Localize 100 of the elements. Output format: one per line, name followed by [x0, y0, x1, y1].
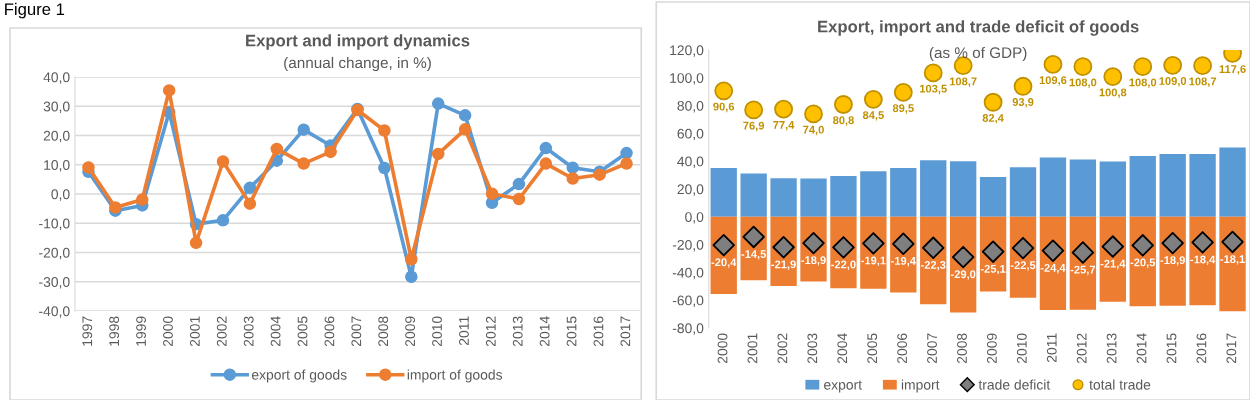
x-tick-label: 2003 — [243, 316, 254, 347]
x-tick-label: 2014 — [1136, 333, 1147, 364]
y-tick-label: 40,0 — [677, 156, 704, 169]
x-tick-label: 1999 — [136, 316, 146, 346]
data-label: -18,4 — [1190, 255, 1216, 266]
x-tick-label: 2000 — [163, 316, 173, 347]
y-tick-label: -20,0 — [39, 247, 70, 260]
x-tick-label: 2006 — [324, 316, 335, 347]
y-tick-label: 10,0 — [44, 160, 70, 172]
x-tick-label: 2009 — [405, 316, 416, 347]
x-tick-label: 2016 — [593, 316, 604, 347]
x-tick-label: 2003 — [807, 333, 818, 364]
data-label: -21,9 — [771, 260, 796, 270]
chart-subtitle: (as % of GDP) — [929, 46, 1027, 62]
data-label: 100,8 — [1099, 88, 1127, 98]
x-tick-label: 2012 — [485, 316, 496, 347]
x-tick-label: 2015 — [566, 316, 577, 347]
data-label: -14,5 — [741, 250, 766, 260]
x-tick-label: 2008 — [957, 333, 967, 364]
y-tick-label: 100,0 — [670, 73, 704, 85]
y-tick-label: 20,0 — [677, 184, 704, 196]
data-label: 82,4 — [982, 114, 1004, 124]
y-tick-label: -60,0 — [672, 295, 704, 308]
caption: Figure 1 — [5, 2, 65, 19]
legend-label: export — [824, 380, 862, 393]
chart-subtitle: (annual change, in %) — [284, 56, 431, 72]
y-tick-label: -40,0 — [39, 306, 70, 318]
x-tick-label: 2010 — [432, 316, 442, 347]
data-label: -18,9 — [801, 256, 826, 266]
x-tick-label: 2011 — [459, 316, 469, 346]
data-label: 76,9 — [743, 121, 765, 132]
data-label: 80,8 — [832, 116, 854, 126]
legend-label: total trade — [1089, 379, 1151, 390]
y-tick-label: 0,0 — [685, 212, 704, 224]
legend-label: import of goods — [407, 369, 503, 383]
data-label: -21,4 — [1100, 259, 1126, 270]
y-tick-label: 20,0 — [43, 130, 70, 143]
y-tick-label: 120,0 — [670, 45, 704, 57]
x-tick-label: 2013 — [1106, 333, 1117, 364]
x-tick-label: 2005 — [297, 316, 308, 347]
x-tick-label: 2002 — [216, 316, 227, 347]
data-label: 108,7 — [1189, 77, 1217, 87]
x-tick-label: 1998 — [109, 316, 120, 346]
x-tick-label: 2007 — [351, 316, 362, 347]
legend-label: import — [901, 379, 940, 393]
y-tick-label: -40,0 — [672, 267, 704, 280]
data-label: 93,9 — [1012, 98, 1034, 108]
x-tick-label: 2001 — [747, 333, 758, 364]
data-label: 108,0 — [1129, 78, 1157, 88]
x-tick-label: 2010 — [1016, 333, 1027, 364]
x-tick-label: 2017 — [1226, 333, 1237, 364]
data-label: -19,1 — [861, 256, 886, 267]
x-tick-label: 2001 — [189, 316, 200, 347]
x-tick-label: 2008 — [378, 316, 389, 347]
y-tick-label: 30,0 — [43, 101, 70, 114]
data-label: -18,1 — [1220, 255, 1245, 265]
data-label: 84,5 — [862, 111, 884, 121]
x-tick-label: 2007 — [927, 333, 937, 364]
x-tick-label: 2005 — [867, 333, 878, 364]
data-label: -18,9 — [1160, 256, 1185, 266]
data-label: -25,1 — [980, 264, 1006, 275]
data-label: -22,0 — [831, 260, 856, 271]
x-tick-label: 2011 — [1046, 333, 1057, 363]
x-tick-label: 2002 — [777, 333, 788, 364]
data-label: 108,0 — [1069, 78, 1097, 88]
data-label: 109,0 — [1159, 77, 1187, 87]
data-label: -20,5 — [1130, 258, 1156, 268]
data-label: -24,4 — [1040, 263, 1066, 274]
data-label: 109,6 — [1039, 76, 1067, 86]
data-label: 103,5 — [920, 84, 947, 95]
legend-label: trade deficit — [978, 379, 1051, 390]
x-tick-label: 2004 — [837, 333, 848, 364]
y-tick-label: 60,0 — [677, 128, 704, 141]
data-label: -29,0 — [950, 270, 976, 280]
x-tick-label: 2000 — [717, 333, 728, 364]
y-tick-label: 80,0 — [677, 100, 704, 113]
x-tick-label: 2017 — [620, 316, 631, 347]
x-tick-label: 2016 — [1196, 333, 1207, 364]
x-tick-label: 2006 — [897, 333, 908, 364]
x-tick-label: 2012 — [1076, 333, 1087, 364]
x-tick-label: 2004 — [270, 316, 281, 347]
data-label: -19,4 — [891, 256, 916, 267]
x-tick-label: 1997 — [82, 316, 93, 346]
data-label: 77,4 — [773, 121, 795, 131]
chart-title: Export, import and trade deficit of goods — [818, 20, 1139, 36]
y-tick-label: -10,0 — [39, 218, 70, 231]
y-tick-label: -30,0 — [39, 277, 70, 289]
x-tick-label: 2014 — [539, 316, 550, 347]
y-tick-label: 0,0 — [51, 189, 70, 201]
y-tick-label: 40,0 — [43, 72, 70, 84]
x-tick-label: 2015 — [1166, 333, 1177, 364]
y-tick-label: -20,0 — [672, 239, 704, 252]
data-label: 117,6 — [1219, 65, 1246, 75]
data-label: 89,5 — [892, 104, 914, 114]
data-label: 74,0 — [803, 125, 824, 136]
data-label: -22,5 — [1010, 261, 1036, 271]
data-label: -25,7 — [1070, 265, 1096, 276]
data-label: -20,4 — [711, 258, 737, 268]
data-label: 108,7 — [949, 77, 977, 87]
data-label: 90,6 — [713, 102, 735, 113]
